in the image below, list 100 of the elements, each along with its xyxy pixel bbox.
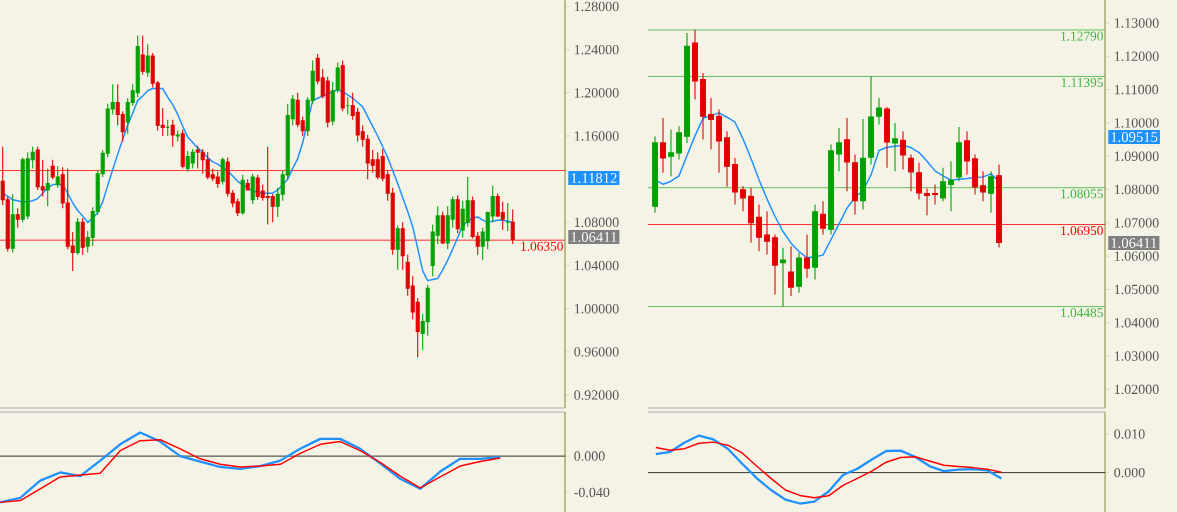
line-series <box>654 434 1003 505</box>
ref-line-label: 1.08055 <box>1061 189 1103 199</box>
candlestick <box>844 117 850 192</box>
candlestick <box>660 117 666 174</box>
candlestick <box>692 29 698 101</box>
candlestick <box>724 130 730 188</box>
y-tick-label: 1.13000 <box>1114 18 1159 28</box>
candlestick <box>996 164 1002 249</box>
y-tick-label: 1.24000 <box>574 44 619 55</box>
candlestick <box>668 129 674 177</box>
y-tick-label: 1.04000 <box>1114 317 1159 328</box>
candlestick <box>340 59 345 112</box>
line-series <box>655 441 1003 499</box>
candlestick <box>756 203 762 252</box>
candlestick <box>740 185 746 212</box>
candlestick <box>10 193 15 254</box>
candlestick <box>980 170 986 202</box>
candlestick <box>812 203 818 280</box>
candlestick <box>964 130 970 176</box>
candlestick <box>55 165 60 189</box>
candlestick <box>395 225 400 271</box>
y-tick-label: 1.03000 <box>1114 351 1159 361</box>
text: 1.09515 <box>1111 132 1158 142</box>
y-tick-label: 1.11000 <box>1114 84 1159 95</box>
candlestick <box>165 119 170 137</box>
y-tick-label: 1.00000 <box>574 303 619 314</box>
candlestick <box>796 252 802 294</box>
y-tick-label: 1.16000 <box>574 131 619 141</box>
y-tick-label: 1.12000 <box>1114 51 1159 62</box>
candlestick <box>764 210 770 255</box>
candlestick <box>908 154 914 192</box>
y-tick-label: 0.96000 <box>574 347 619 357</box>
candlestick <box>245 178 250 191</box>
candlestick <box>700 72 706 141</box>
candlestick <box>948 160 954 212</box>
text: 1.06411 <box>571 232 617 242</box>
text: 1.11812 <box>571 173 617 183</box>
y-tick-label: 1.08000 <box>574 217 619 228</box>
y-tick-label: 1.05000 <box>1114 284 1159 295</box>
ref-line-label: 1.12790 <box>1061 31 1103 41</box>
candlestick <box>510 208 515 245</box>
candlestick <box>175 130 180 142</box>
y-tick-label: 1.28000 <box>574 1 619 12</box>
candlestick <box>335 62 340 94</box>
candlestick <box>190 148 195 169</box>
y-tick-label: 0.92000 <box>574 390 619 400</box>
candlestick <box>170 119 175 148</box>
candlestick <box>215 171 220 189</box>
candlestick <box>50 159 55 180</box>
candlestick <box>788 245 794 297</box>
candlestick <box>916 162 922 201</box>
candlestick <box>345 96 350 115</box>
y-tick-label: 0.010 <box>1114 429 1145 439</box>
candlestick <box>400 221 405 271</box>
candlestick <box>145 43 150 78</box>
candlestick <box>988 170 994 214</box>
candlestick <box>80 217 85 256</box>
candlestick <box>772 233 778 295</box>
candlestick <box>924 187 930 216</box>
candlestick <box>708 97 714 151</box>
candlestick <box>684 32 690 144</box>
candlestick <box>956 126 962 182</box>
candlestick <box>940 167 946 202</box>
ref-line-label: 1.06950 <box>1061 226 1103 236</box>
candlestick <box>876 97 882 126</box>
candlestick <box>860 118 866 211</box>
candlestick <box>932 183 938 206</box>
candlestick <box>804 233 810 279</box>
y-tick-label: 1.10000 <box>1114 118 1159 128</box>
y-tick-label: 1.20000 <box>574 88 619 98</box>
ref-line-label: 1.04485 <box>1061 308 1103 318</box>
candlestick <box>748 187 754 244</box>
candlestick <box>828 144 834 236</box>
candlestick <box>440 211 445 245</box>
y-tick-label: 1.07000 <box>1114 218 1159 228</box>
ref-line-label: 1.11395 <box>1061 78 1103 88</box>
y-tick-label: -0.040 <box>574 487 610 498</box>
candlestick <box>892 122 898 172</box>
candlestick <box>900 130 906 171</box>
y-tick-label: 0.000 <box>574 451 605 461</box>
text: 1.06411 <box>1111 238 1157 248</box>
candlestick <box>15 207 20 229</box>
candlestick <box>45 167 50 207</box>
ref-line-label: 1.06350 <box>521 241 563 251</box>
candlestick <box>676 125 682 161</box>
y-tick-label: 1.04000 <box>574 260 619 271</box>
y-tick-label: 0.000 <box>1114 467 1145 478</box>
y-tick-label: 1.09000 <box>1114 151 1159 161</box>
candlestick <box>884 106 890 169</box>
y-tick-label: 1.02000 <box>1114 384 1159 395</box>
candlestick <box>652 135 658 214</box>
candlestick <box>220 157 225 186</box>
y-tick-label: 1.06000 <box>1114 251 1159 261</box>
candlestick <box>820 200 826 236</box>
candlestick <box>455 194 460 234</box>
candlestick <box>716 109 722 174</box>
y-tick-label: 1.08000 <box>1114 184 1159 195</box>
candlestick <box>505 202 510 232</box>
candlestick <box>732 157 738 206</box>
candlestick <box>250 173 255 205</box>
